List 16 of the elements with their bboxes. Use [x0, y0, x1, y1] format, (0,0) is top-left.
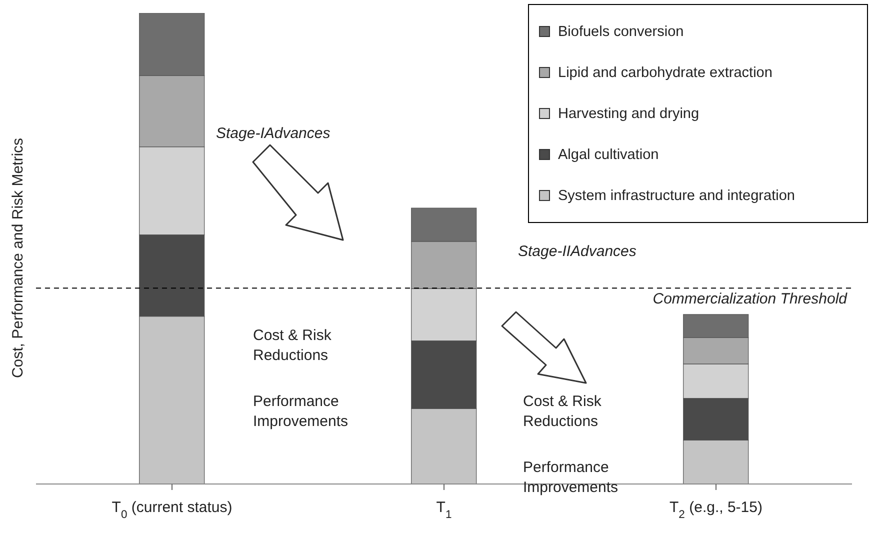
annotation: Cost & Risk Reductions: [523, 392, 602, 432]
legend-label: Harvesting and drying: [558, 106, 700, 122]
legend-label: Biofuels conversion: [558, 24, 684, 40]
legend-label: Algal cultivation: [558, 146, 659, 162]
annotation: Stage-IAdvances: [216, 124, 332, 144]
annotation: Performance Improvements: [253, 392, 350, 432]
annotation: Performance Improvements: [523, 458, 620, 498]
annotation: Cost & Risk Reductions: [253, 326, 332, 366]
x-tick-label: T$_{2}$ (e.g., 5-15): [670, 499, 762, 521]
annotation: Stage-IIAdvances: [518, 242, 638, 262]
legend-label: Lipid and carbohydrate extraction: [558, 64, 772, 80]
x-tick-label: T$_{0}$ (current status): [112, 499, 232, 521]
y-axis-title: Cost, Performance and Risk Metrics: [10, 138, 26, 378]
x-tick-label: T$_{1}$: [436, 499, 452, 521]
legend-label: System infrastructure and integration: [558, 188, 795, 204]
ref-line-label: Commercialization Threshold: [652, 290, 848, 308]
